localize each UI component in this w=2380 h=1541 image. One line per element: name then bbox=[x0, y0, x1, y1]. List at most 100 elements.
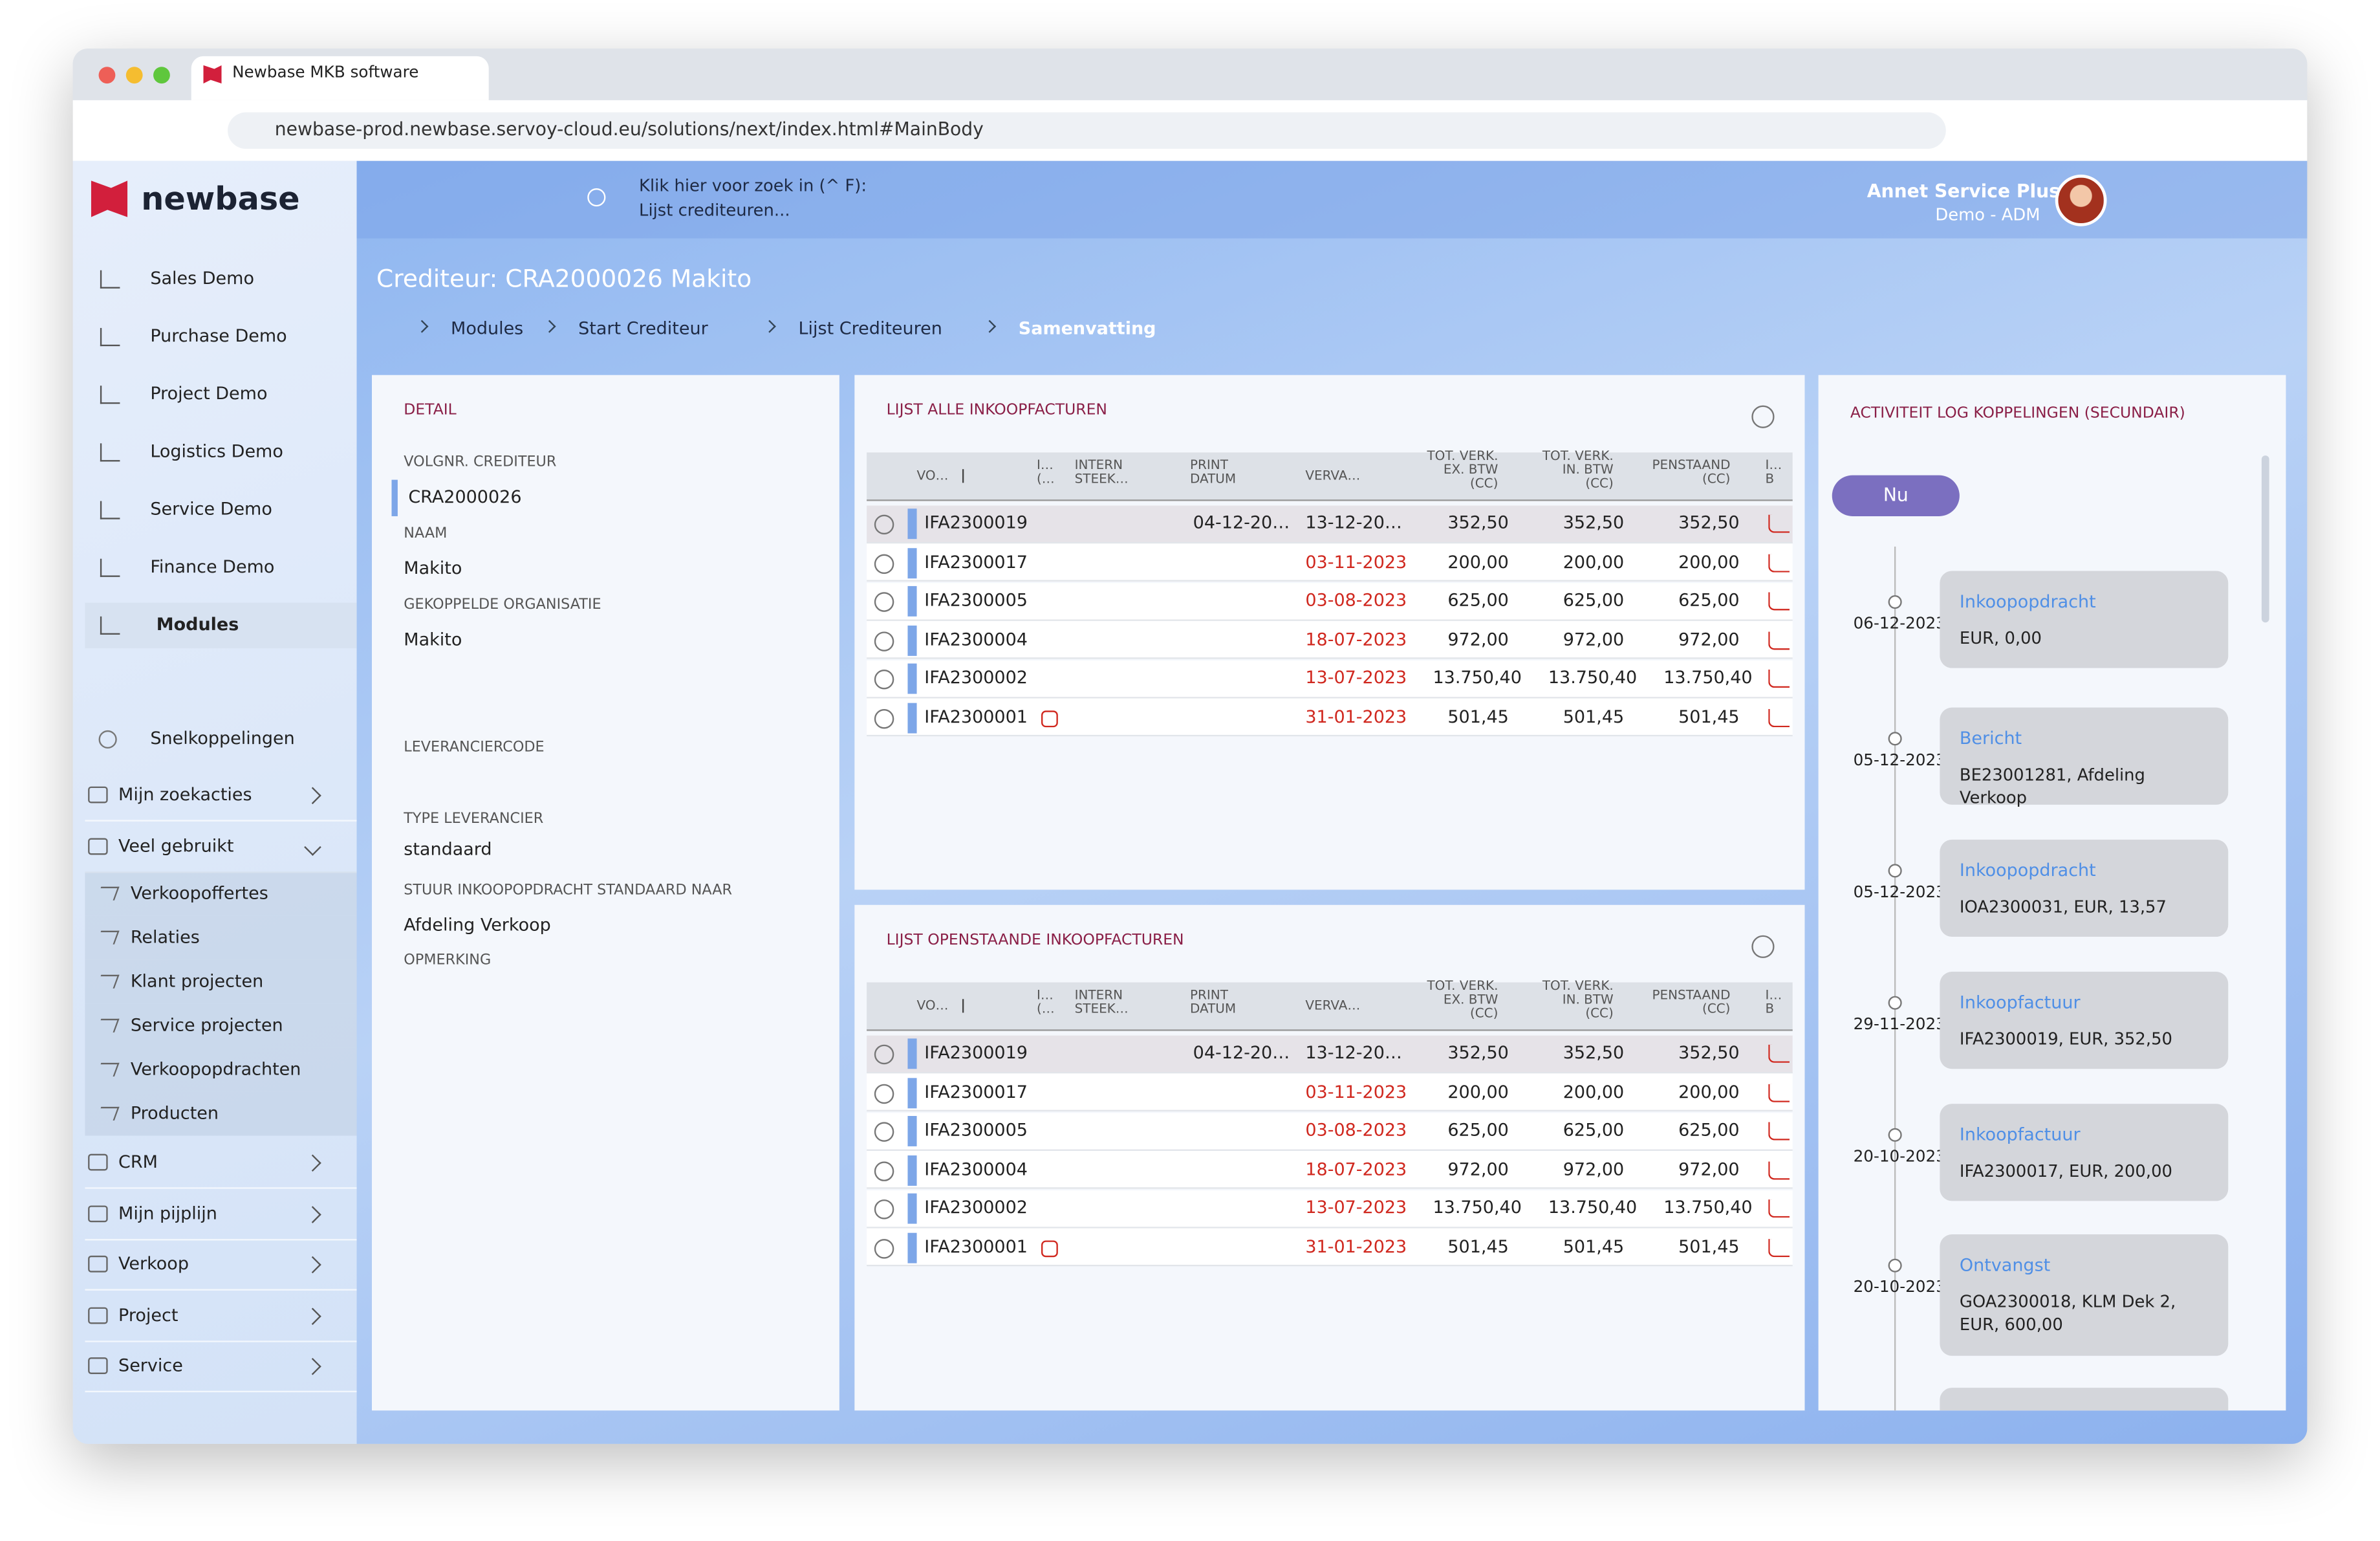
entry-title[interactable]: Inkoopopdracht bbox=[1959, 590, 2096, 612]
info-icon[interactable] bbox=[874, 669, 894, 690]
column-header[interactable]: I… B bbox=[1765, 458, 1782, 488]
column-header[interactable]: VERVA… bbox=[1305, 469, 1361, 485]
max-dot[interactable] bbox=[153, 67, 170, 84]
field-value[interactable]: Afdeling Verkoop bbox=[404, 913, 551, 935]
invoice-id[interactable]: IFA2300005 bbox=[924, 1119, 1028, 1141]
info-icon[interactable] bbox=[874, 1199, 894, 1219]
info-icon[interactable] bbox=[874, 631, 894, 651]
shortcut-item[interactable]: Relaties bbox=[130, 926, 200, 948]
field-value[interactable]: Makito bbox=[404, 628, 462, 650]
table-row[interactable] bbox=[867, 543, 1793, 582]
entry-title[interactable]: Inkoopfactuur bbox=[1959, 991, 2081, 1013]
shortcut-item[interactable]: Verkoopoffertes bbox=[130, 882, 268, 904]
column-header[interactable]: PRINT DATUM bbox=[1189, 988, 1237, 1018]
entry-card[interactable] bbox=[1940, 571, 2229, 668]
breadcrumb-item[interactable]: Start Crediteur bbox=[578, 317, 708, 339]
field-value[interactable]: Makito bbox=[404, 557, 462, 579]
field-value[interactable]: CRA2000026 bbox=[408, 486, 522, 507]
column-header[interactable]: I… (… bbox=[1036, 988, 1055, 1018]
now-pill[interactable]: Nu bbox=[1832, 475, 1960, 516]
entry-card[interactable] bbox=[1940, 1234, 2229, 1356]
folder-label[interactable]: CRM bbox=[118, 1150, 158, 1172]
column-header[interactable]: TOT. VERK. IN. BTW (CC) bbox=[1542, 449, 1614, 492]
info-icon[interactable] bbox=[874, 1161, 894, 1181]
folder-label[interactable]: Verkoop bbox=[118, 1252, 189, 1274]
invoice-id[interactable]: IFA2300017 bbox=[924, 550, 1028, 572]
min-dot[interactable] bbox=[125, 67, 143, 84]
info-icon[interactable] bbox=[874, 1122, 894, 1142]
info-icon[interactable] bbox=[874, 1238, 894, 1258]
invoice-id[interactable]: IFA2300002 bbox=[924, 1196, 1028, 1218]
column-header[interactable]: TOT. VERK. EX. BTW (CC) bbox=[1427, 449, 1498, 492]
action-icon[interactable] bbox=[1768, 553, 1790, 572]
tab[interactable] bbox=[191, 56, 489, 100]
info-icon[interactable] bbox=[874, 1083, 894, 1104]
invoice-id[interactable]: IFA2300002 bbox=[924, 666, 1028, 688]
folder-row[interactable] bbox=[85, 771, 357, 822]
entry-title[interactable]: Ontvangst bbox=[1959, 1254, 2051, 1276]
table-row[interactable] bbox=[867, 698, 1793, 737]
column-header[interactable]: TOT. VERK. IN. BTW (CC) bbox=[1542, 979, 1614, 1022]
table-row[interactable] bbox=[867, 582, 1793, 620]
entry-title[interactable]: Inkoopopdracht bbox=[1959, 859, 2096, 881]
shortcut-item[interactable]: Klant projecten bbox=[130, 970, 264, 992]
search-context[interactable]: Lijst crediteuren... bbox=[639, 200, 790, 221]
action-icon[interactable] bbox=[1768, 514, 1790, 533]
breadcrumb-item[interactable]: Modules bbox=[451, 317, 524, 339]
entry-title[interactable]: Inkoopfactuur bbox=[1959, 1123, 2081, 1145]
menu-item[interactable]: Finance Demo bbox=[150, 555, 275, 577]
field-value[interactable]: standaard bbox=[404, 838, 492, 860]
entry-card[interactable] bbox=[1940, 972, 2229, 1069]
entry-card[interactable] bbox=[1940, 707, 2229, 805]
url-pill[interactable] bbox=[228, 112, 1946, 149]
entry-card[interactable] bbox=[1940, 839, 2229, 937]
invoice-id[interactable]: IFA2300004 bbox=[924, 628, 1028, 650]
add-button[interactable] bbox=[1751, 935, 1775, 958]
folder-row[interactable] bbox=[85, 1190, 357, 1241]
table-row[interactable] bbox=[867, 659, 1793, 698]
info-icon[interactable] bbox=[874, 1044, 894, 1065]
action-icon[interactable] bbox=[1768, 708, 1790, 727]
table-row[interactable] bbox=[867, 1112, 1793, 1150]
info-icon[interactable] bbox=[874, 553, 894, 573]
column-header[interactable]: PENSTAAND (CC) bbox=[1652, 988, 1731, 1018]
action-icon[interactable] bbox=[1768, 1083, 1790, 1102]
folder-label[interactable]: Mijn zoekacties bbox=[118, 783, 252, 805]
sort-arrow[interactable] bbox=[962, 469, 964, 483]
avatar[interactable] bbox=[2055, 174, 2107, 226]
column-header[interactable]: INTERN STEEK… bbox=[1074, 458, 1129, 488]
action-icon[interactable] bbox=[1768, 1122, 1790, 1141]
invoice-id[interactable]: IFA2300005 bbox=[924, 589, 1028, 611]
column-header[interactable]: PENSTAAND (CC) bbox=[1652, 458, 1731, 488]
folder-row[interactable] bbox=[85, 1292, 357, 1342]
folder-label[interactable]: Project bbox=[118, 1304, 178, 1326]
add-button[interactable] bbox=[1751, 405, 1775, 428]
breadcrumb-item[interactable]: Samenvatting bbox=[1018, 317, 1156, 339]
invoice-id[interactable]: IFA2300001 bbox=[924, 1235, 1028, 1257]
info-icon[interactable] bbox=[874, 708, 894, 728]
column-header[interactable]: VO… bbox=[916, 999, 949, 1014]
table-row[interactable] bbox=[867, 620, 1793, 659]
folder-label[interactable]: Veel gebruikt bbox=[118, 835, 234, 857]
column-header[interactable]: I… B bbox=[1765, 988, 1782, 1018]
info-icon[interactable] bbox=[874, 592, 894, 612]
folder-label[interactable]: Service bbox=[118, 1354, 183, 1376]
menu-item[interactable]: Sales Demo bbox=[150, 267, 254, 289]
menu-item[interactable]: Modules bbox=[156, 613, 239, 635]
invoice-id[interactable]: IFA2300019 bbox=[924, 511, 1028, 533]
action-icon[interactable] bbox=[1768, 631, 1790, 650]
close-dot[interactable] bbox=[98, 67, 116, 84]
column-header[interactable]: TOT. VERK. EX. BTW (CC) bbox=[1427, 979, 1498, 1022]
user-name[interactable]: Annet Service Plus bbox=[1866, 180, 2061, 202]
invoice-id[interactable]: IFA2300004 bbox=[924, 1157, 1028, 1179]
shortcut-item[interactable]: Service projecten bbox=[130, 1014, 283, 1036]
menu-item[interactable]: Project Demo bbox=[150, 382, 268, 404]
invoice-id[interactable]: IFA2300001 bbox=[924, 705, 1028, 727]
column-header[interactable]: INTERN STEEK… bbox=[1074, 988, 1129, 1018]
action-icon[interactable] bbox=[1768, 1199, 1790, 1218]
table-row[interactable] bbox=[867, 1150, 1793, 1189]
table-row[interactable] bbox=[867, 1073, 1793, 1111]
invoice-id[interactable]: IFA2300017 bbox=[924, 1080, 1028, 1102]
action-icon[interactable] bbox=[1768, 592, 1790, 611]
menu-item[interactable]: Purchase Demo bbox=[150, 325, 287, 347]
